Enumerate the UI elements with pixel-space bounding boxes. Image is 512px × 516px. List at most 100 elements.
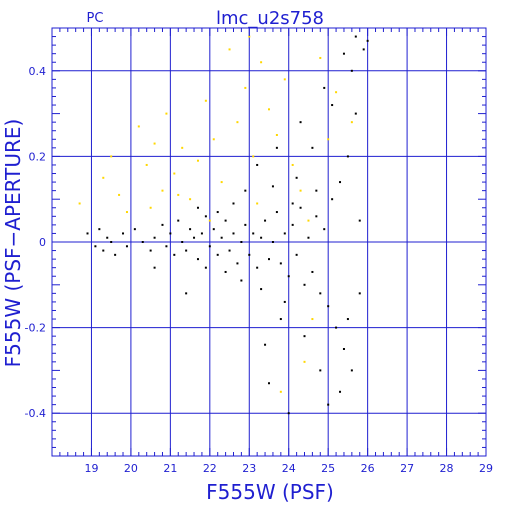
grid-layer [52, 28, 486, 456]
data-point [185, 249, 188, 252]
data-point [252, 232, 255, 235]
data-point [327, 138, 330, 141]
data-point [196, 206, 199, 209]
data-point [200, 232, 203, 235]
data-point [94, 245, 97, 248]
data-point [181, 146, 184, 149]
data-point [358, 292, 361, 295]
data-point [196, 258, 199, 261]
data-point [228, 249, 231, 252]
tick-labels: 19 20 21 22 23 24 25 26 27 28 29 -0.4 -0.2 0 0.2 0.4 [25, 65, 493, 475]
data-point [114, 253, 117, 256]
y-tick-label: 0.2 [29, 150, 47, 163]
data-point [102, 176, 105, 179]
data-point [264, 343, 267, 346]
data-point [220, 236, 223, 239]
x-tick-label: 21 [163, 462, 177, 475]
data-point [204, 99, 207, 102]
data-point [212, 138, 215, 141]
data-point [268, 382, 270, 385]
data-point [106, 236, 109, 239]
data-point [248, 253, 251, 256]
data-point [287, 412, 290, 415]
data-point [236, 262, 239, 265]
data-point [173, 172, 176, 175]
data-point [125, 211, 128, 214]
x-tick-label: 20 [124, 462, 138, 475]
x-tick-label: 23 [242, 462, 256, 475]
data-point [153, 236, 156, 239]
x-tick-label: 19 [84, 462, 98, 475]
data-point [208, 219, 211, 222]
data-point [240, 279, 243, 282]
data-point [279, 390, 282, 393]
data-point [291, 163, 294, 166]
data-point [358, 219, 361, 222]
y-tick-label: -0.2 [25, 322, 46, 335]
x-tick-label: 26 [361, 462, 375, 475]
data-point [189, 198, 192, 201]
data-point [145, 163, 148, 166]
data-point [110, 155, 113, 158]
data-point [342, 52, 345, 55]
data-point [110, 241, 113, 243]
data-point [323, 228, 326, 231]
data-point [185, 292, 188, 295]
data-point [169, 232, 172, 235]
data-point [224, 219, 227, 222]
y-tick-label: 0 [39, 236, 46, 249]
data-point [354, 112, 357, 115]
data-point [299, 189, 302, 192]
data-point [125, 245, 128, 248]
data-point [264, 219, 267, 222]
data-point [303, 335, 306, 338]
x-tick-label: 24 [282, 462, 296, 475]
data-point [291, 202, 294, 205]
y-tick-label: -0.4 [25, 407, 46, 420]
data-point [204, 215, 207, 218]
data-point [256, 202, 259, 205]
corner-label: PC [87, 11, 104, 26]
data-point [311, 318, 314, 321]
data-point [319, 56, 322, 59]
data-point [212, 228, 215, 231]
data-point [275, 134, 278, 136]
data-point [275, 146, 278, 149]
data-point [98, 228, 101, 231]
data-point [228, 48, 231, 51]
data-point [350, 69, 353, 72]
data-point [279, 318, 282, 321]
data-point [342, 348, 345, 350]
x-tick-label: 25 [321, 462, 335, 475]
data-point [177, 193, 180, 196]
data-point [268, 258, 270, 261]
data-point [165, 112, 168, 115]
data-point [335, 326, 338, 329]
data-point [331, 198, 334, 201]
data-point [204, 266, 207, 269]
x-tick-label: 27 [400, 462, 414, 475]
x-tick-label: 29 [479, 462, 493, 475]
data-point [141, 241, 144, 243]
data-point [216, 211, 219, 214]
data-point [181, 241, 184, 243]
data-point [307, 219, 310, 222]
data-point [339, 390, 342, 393]
data-point [161, 189, 164, 192]
data-point [346, 155, 349, 158]
data-point [319, 292, 322, 295]
data-point [216, 253, 219, 256]
data-point [244, 223, 247, 226]
data-point [232, 202, 235, 205]
data-point [268, 108, 270, 111]
data-point [173, 253, 176, 256]
data-point [335, 91, 338, 94]
data-point [291, 223, 294, 226]
data-point [339, 181, 342, 184]
data-point [350, 369, 353, 372]
data-point [315, 215, 318, 218]
data-point [133, 228, 136, 231]
data-point [271, 185, 274, 188]
